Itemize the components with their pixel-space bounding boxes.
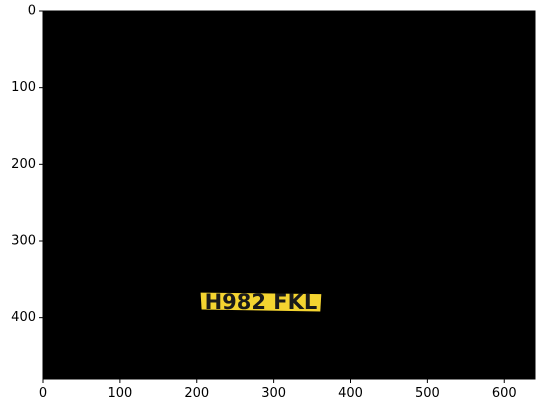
x-tick-label: 500 bbox=[415, 386, 440, 401]
axes-frame bbox=[42, 10, 536, 380]
x-tick-label: 600 bbox=[492, 386, 517, 401]
x-tick-label: 200 bbox=[184, 386, 209, 401]
x-tick-label: 0 bbox=[39, 386, 47, 401]
y-tick-label: 400 bbox=[11, 310, 36, 325]
license-plate-text: H982 FKL bbox=[205, 290, 318, 314]
x-tick-label: 400 bbox=[338, 386, 363, 401]
y-tick-label: 300 bbox=[11, 234, 36, 249]
y-tick-label: 100 bbox=[11, 80, 36, 95]
image-area bbox=[43, 11, 535, 379]
y-tick-label: 200 bbox=[11, 157, 36, 172]
x-tick-label: 300 bbox=[261, 386, 286, 401]
x-axis: 0 100 200 300 400 500 600 bbox=[39, 379, 517, 401]
x-tick-label: 100 bbox=[107, 386, 132, 401]
y-axis: 0 100 200 300 400 bbox=[11, 4, 43, 325]
license-plate-background bbox=[200, 292, 322, 312]
y-tick-label: 0 bbox=[28, 4, 36, 19]
license-plate: H982 FKL bbox=[200, 290, 322, 314]
